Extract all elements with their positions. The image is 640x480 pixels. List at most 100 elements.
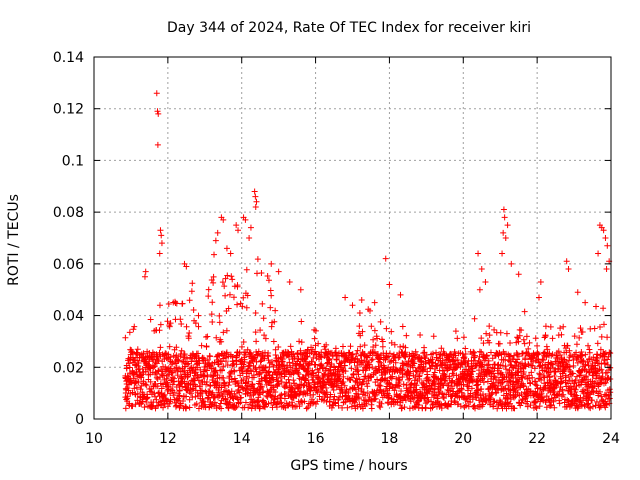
data-point xyxy=(383,325,390,332)
data-point xyxy=(296,338,303,345)
data-point xyxy=(357,343,364,350)
data-point xyxy=(193,400,200,407)
y-tick-label: 0 xyxy=(75,412,84,428)
data-point xyxy=(368,357,375,364)
data-point xyxy=(212,237,219,244)
data-point xyxy=(289,385,296,392)
data-point xyxy=(258,377,265,384)
data-point xyxy=(389,373,396,380)
x-tick-label: 12 xyxy=(159,431,177,447)
data-point xyxy=(315,383,322,390)
data-point xyxy=(402,344,409,351)
data-point xyxy=(547,360,554,367)
data-point xyxy=(441,377,448,384)
data-point xyxy=(483,330,490,337)
data-point xyxy=(377,404,384,411)
data-point xyxy=(578,348,585,355)
data-point xyxy=(476,348,483,355)
data-point xyxy=(507,340,514,347)
data-point xyxy=(154,354,161,361)
data-point xyxy=(356,309,363,316)
data-point xyxy=(496,340,503,347)
data-point xyxy=(584,358,591,365)
data-point xyxy=(533,382,540,389)
data-point xyxy=(570,356,577,363)
data-points xyxy=(122,90,614,412)
data-point xyxy=(205,286,212,293)
data-point xyxy=(386,359,393,366)
data-point xyxy=(368,405,375,412)
data-point xyxy=(515,271,522,278)
data-point xyxy=(272,352,279,359)
data-point xyxy=(242,399,249,406)
data-point xyxy=(451,348,458,355)
data-point xyxy=(429,362,436,369)
data-point xyxy=(422,360,429,367)
data-point xyxy=(211,399,218,406)
data-point xyxy=(464,387,471,394)
data-point xyxy=(515,369,522,376)
data-point xyxy=(248,368,255,375)
data-point xyxy=(246,362,253,369)
data-point xyxy=(386,350,393,357)
data-point xyxy=(401,350,408,357)
data-point xyxy=(204,395,211,402)
data-point xyxy=(199,397,206,404)
data-point xyxy=(243,373,250,380)
data-point xyxy=(520,368,527,375)
data-point xyxy=(224,361,231,368)
data-point xyxy=(585,342,592,349)
data-point xyxy=(499,250,506,257)
data-point xyxy=(601,350,608,357)
data-point xyxy=(500,206,507,213)
data-point xyxy=(247,224,254,231)
data-point xyxy=(228,273,235,280)
data-point xyxy=(471,349,478,356)
data-point xyxy=(399,371,406,378)
data-point xyxy=(521,308,528,315)
data-point xyxy=(297,286,304,293)
data-point xyxy=(525,345,532,352)
data-point xyxy=(532,335,539,342)
data-point xyxy=(312,401,319,408)
data-point xyxy=(196,383,203,390)
data-point xyxy=(606,395,613,402)
data-point xyxy=(144,394,151,401)
data-point xyxy=(454,335,461,342)
data-point xyxy=(252,203,259,210)
data-point xyxy=(364,390,371,397)
data-point xyxy=(225,382,232,389)
data-point xyxy=(550,364,557,371)
data-point xyxy=(573,395,580,402)
data-point xyxy=(518,327,525,334)
data-point xyxy=(542,332,549,339)
data-point xyxy=(395,354,402,361)
data-point xyxy=(269,358,276,365)
data-point xyxy=(604,334,611,341)
data-point xyxy=(597,403,604,410)
y-tick-label: 0.08 xyxy=(53,205,84,221)
data-point xyxy=(125,360,132,367)
data-point xyxy=(370,336,377,343)
data-point xyxy=(458,386,465,393)
data-point xyxy=(524,390,531,397)
data-point xyxy=(220,363,227,370)
data-point xyxy=(482,278,489,285)
data-point xyxy=(294,385,301,392)
data-point xyxy=(527,380,534,387)
data-point xyxy=(204,333,211,340)
data-point xyxy=(301,398,308,405)
data-point xyxy=(452,352,459,359)
data-point xyxy=(315,369,322,376)
data-point xyxy=(589,397,596,404)
data-point xyxy=(550,398,557,405)
data-point xyxy=(393,375,400,382)
data-point xyxy=(142,268,149,275)
data-point xyxy=(257,327,264,334)
data-point xyxy=(153,90,160,97)
data-point xyxy=(200,398,207,405)
data-point xyxy=(245,404,252,411)
data-point xyxy=(461,354,468,361)
data-point xyxy=(397,402,404,409)
data-point xyxy=(222,382,229,389)
